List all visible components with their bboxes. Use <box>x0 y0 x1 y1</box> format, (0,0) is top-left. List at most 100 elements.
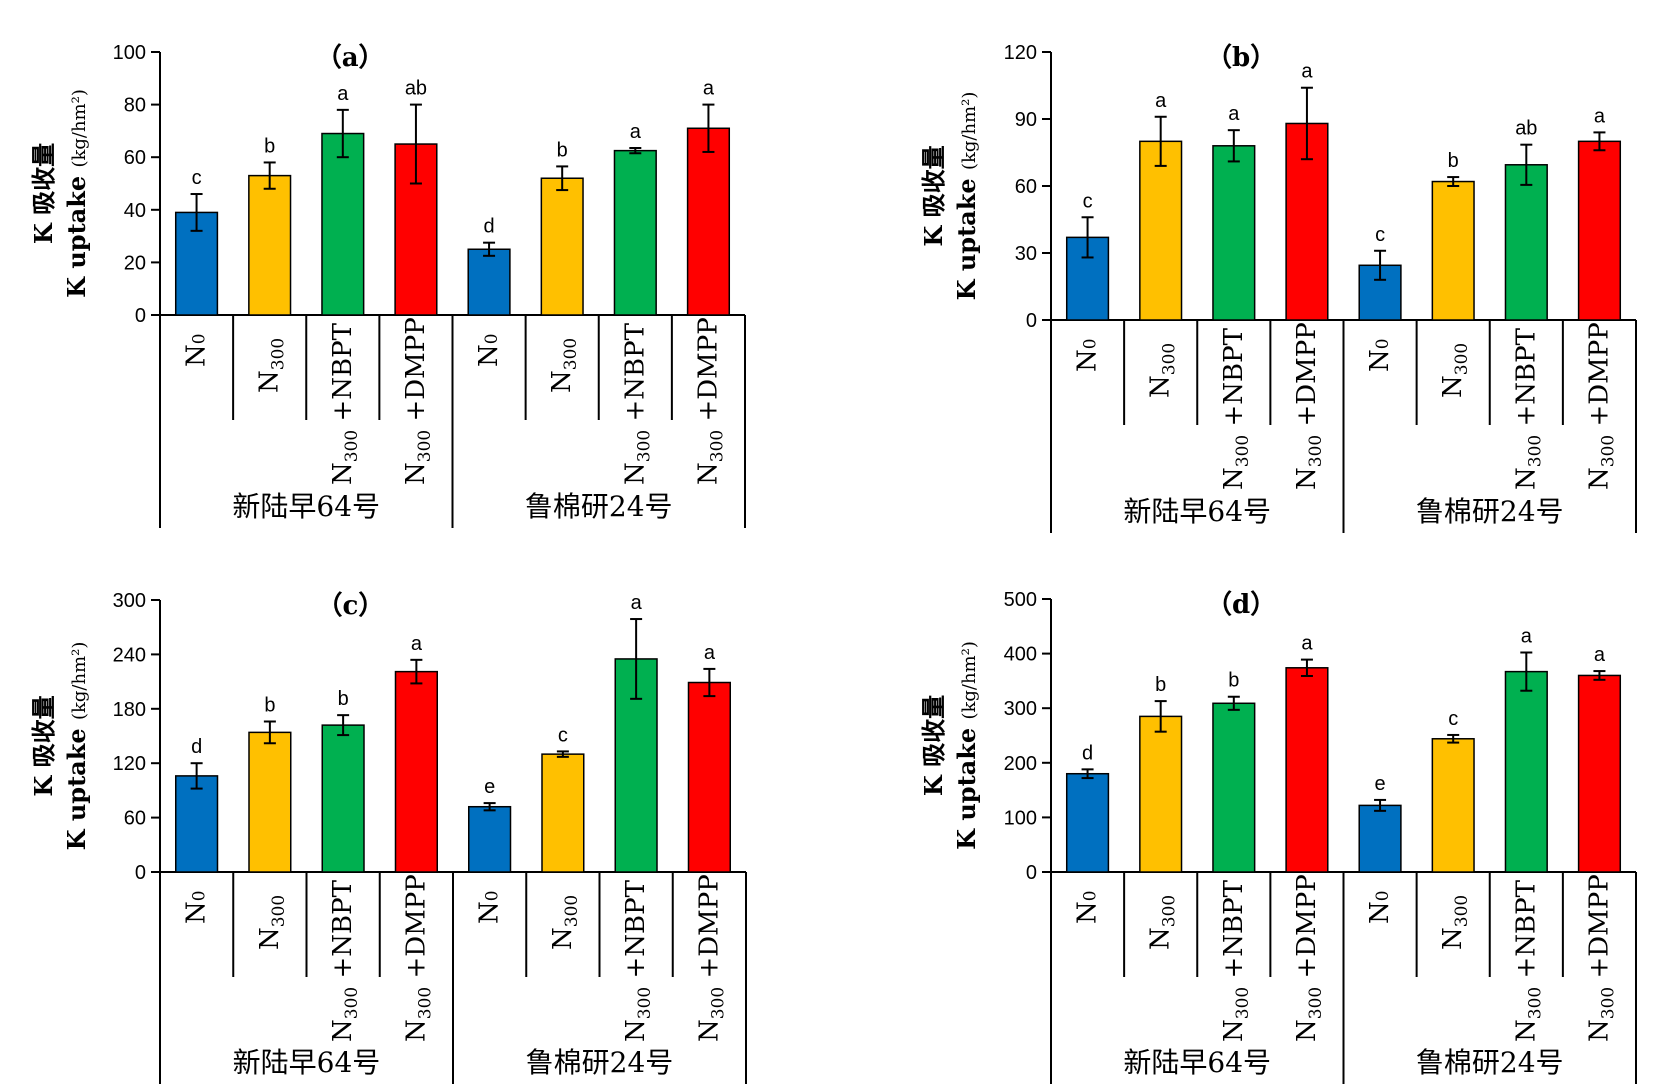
category-label: N300 +NBPT <box>328 879 362 1042</box>
bar <box>541 753 585 873</box>
category-label: N300 +NBPT <box>1219 327 1253 490</box>
category-label: N300 <box>1146 343 1180 398</box>
bar <box>614 658 658 873</box>
significance-label: e <box>1375 773 1386 795</box>
category-label: N300 +DMPP <box>1584 322 1618 490</box>
significance-label: b <box>1228 670 1239 692</box>
bar <box>1504 670 1548 873</box>
significance-label: ab <box>405 78 427 100</box>
significance-label: a <box>337 83 349 105</box>
bar <box>686 127 731 316</box>
category-label: N300 +NBPT <box>1219 879 1253 1042</box>
y-tick-label: 120 <box>1004 42 1037 64</box>
y-tick-label: 60 <box>124 147 146 169</box>
y-tick-label: 80 <box>124 95 146 117</box>
group-label: 鲁棉研24号 <box>526 1046 674 1079</box>
category-label: N0 <box>474 333 504 367</box>
y-axis-label-en: K uptake (kg/hm²) <box>952 92 981 301</box>
significance-label: a <box>704 642 716 664</box>
significance-label: a <box>1228 103 1240 125</box>
y-tick-label: 30 <box>1015 243 1037 265</box>
group-label: 新陆早64号 <box>1123 1046 1271 1079</box>
y-tick-label: 300 <box>113 590 146 612</box>
y-tick-label: 240 <box>113 644 146 666</box>
bar <box>687 681 732 873</box>
y-axis-label-en: K uptake (kg/hm²) <box>62 89 91 298</box>
category-label: N300 <box>1438 895 1472 950</box>
significance-label: c <box>1375 224 1385 246</box>
category-label: N300 +NBPT <box>1511 327 1545 490</box>
bar <box>1504 164 1548 321</box>
category-label: N300 +DMPP <box>1292 874 1326 1042</box>
significance-label: a <box>1521 626 1533 648</box>
category-label: N0 <box>182 890 212 924</box>
category-label: N300 +DMPP <box>401 874 435 1042</box>
bar <box>1139 715 1183 873</box>
category-label: N300 +DMPP <box>401 317 435 485</box>
group-label: 鲁棉研24号 <box>525 490 673 523</box>
bar <box>1358 804 1402 873</box>
significance-label: b <box>264 135 275 157</box>
panel-title: （c） <box>317 591 385 621</box>
significance-label: a <box>1594 644 1606 666</box>
y-tick-label: 60 <box>1015 176 1037 198</box>
significance-label: a <box>1301 633 1313 655</box>
bar <box>1577 140 1622 321</box>
panel-title: （d） <box>1206 590 1276 620</box>
bar <box>467 248 511 316</box>
category-label: N300 +NBPT <box>328 322 362 485</box>
chart-panel-1: 0 30 60 90 120 c N0 a N300 a N300 +NBPT a N300 +DMPP… <box>919 42 1637 533</box>
group-label: 鲁棉研24号 <box>1416 495 1564 528</box>
category-label: N300 <box>547 338 581 393</box>
category-label: N300 <box>1146 895 1180 950</box>
significance-label: d <box>484 216 495 238</box>
category-label: N300 <box>255 338 289 393</box>
y-tick-label: 40 <box>124 200 146 222</box>
bar <box>248 731 292 873</box>
y-axis-label-en: K uptake (kg/hm²) <box>952 641 981 850</box>
bar <box>467 805 512 873</box>
significance-label: d <box>191 736 202 758</box>
chart-panel-2: 0 60 120 180 240 300 d N0 b N300 b N300 +NBPT a N300 … <box>29 590 747 1084</box>
bar <box>1431 180 1475 321</box>
bar <box>174 775 219 873</box>
category-label: N300 +DMPP <box>694 874 728 1042</box>
bar <box>321 132 365 316</box>
significance-label: a <box>703 78 715 100</box>
category-label: N300 <box>255 895 289 950</box>
significance-label: a <box>1594 105 1606 127</box>
bar <box>540 177 584 316</box>
significance-label: b <box>264 694 275 716</box>
bar <box>1285 667 1329 873</box>
significance-label: ab <box>1515 118 1537 140</box>
y-tick-label: 0 <box>1026 862 1037 884</box>
bar <box>394 670 439 873</box>
significance-label: c <box>558 724 568 746</box>
y-tick-label: 500 <box>1004 589 1037 611</box>
category-label: N0 <box>1365 890 1395 924</box>
y-tick-label: 180 <box>113 699 146 721</box>
category-label: N300 +DMPP <box>1292 322 1326 490</box>
category-label: N300 +DMPP <box>693 317 727 485</box>
category-label: N300 +NBPT <box>1511 879 1545 1042</box>
category-label: N0 <box>182 333 212 367</box>
group-label: 鲁棉研24号 <box>1416 1046 1564 1079</box>
y-tick-label: 20 <box>124 252 146 274</box>
y-axis-label-cn: K 吸收量 <box>919 145 948 246</box>
significance-label: a <box>631 592 643 614</box>
significance-label: a <box>411 633 423 655</box>
significance-label: b <box>557 139 568 161</box>
significance-label: b <box>1448 150 1459 172</box>
category-label: N0 <box>1365 338 1395 372</box>
group-label: 新陆早64号 <box>1123 495 1271 528</box>
category-label: N300 +NBPT <box>620 322 654 485</box>
significance-label: a <box>1301 61 1313 83</box>
bar <box>321 724 365 873</box>
bar <box>1212 702 1256 873</box>
y-tick-label: 200 <box>1004 753 1037 775</box>
bar <box>1577 674 1622 873</box>
panel-title: （a） <box>316 43 385 73</box>
chart-panel-3: 0 100 200 300 400 500 d N0 b N300 b N300 +NBPT a N300… <box>919 589 1637 1084</box>
category-label: N300 <box>1438 343 1472 398</box>
y-tick-label: 100 <box>1004 807 1037 829</box>
